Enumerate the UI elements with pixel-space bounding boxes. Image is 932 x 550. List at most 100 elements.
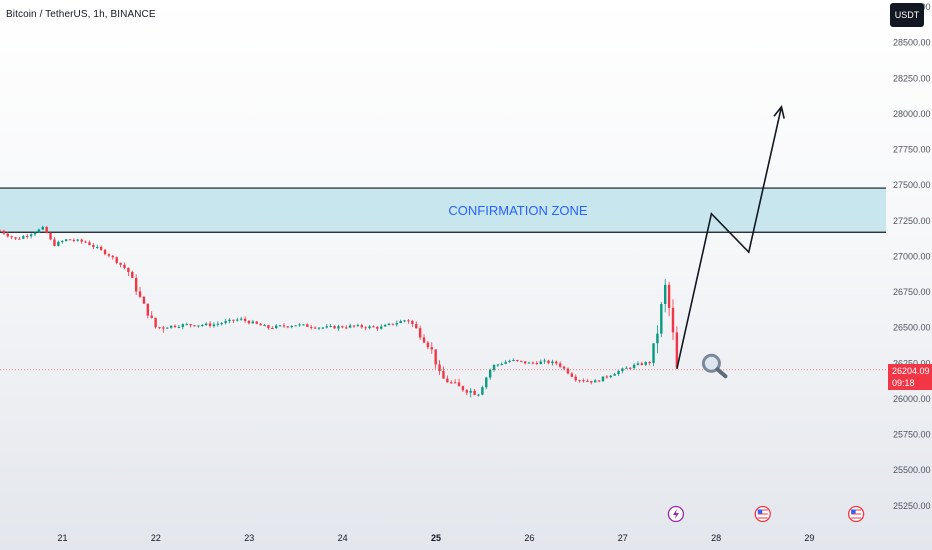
candle-body (131, 271, 134, 278)
candle-body (189, 324, 192, 326)
magnifier-lens (701, 353, 721, 373)
candle-body (158, 327, 161, 329)
candle-body (345, 327, 348, 329)
candle-body (84, 241, 87, 243)
currency-button[interactable]: USDT (890, 3, 924, 27)
candle-body (236, 319, 239, 321)
candle-body (313, 327, 317, 329)
projection-path[interactable] (676, 106, 783, 370)
last-price-tag: 26204.09 09:18 (888, 364, 932, 390)
candle-body (555, 361, 558, 364)
candle-body (88, 242, 91, 245)
candle-body (485, 377, 488, 388)
candle-body (613, 374, 616, 376)
candle-body (49, 232, 52, 240)
candle-body (310, 326, 313, 328)
candle-body (422, 337, 426, 343)
candle-body (590, 381, 593, 383)
lightning-icon[interactable] (667, 505, 685, 523)
last-price-value: 26204.09 (892, 366, 930, 376)
candle-body (251, 321, 255, 324)
candle-body (477, 394, 480, 396)
candle-body (111, 255, 115, 258)
date-tick-label: 27 (618, 533, 628, 543)
price-tick-label: 28250.00 (893, 73, 931, 83)
confirmation-zone: CONFIRMATION ZONE (0, 187, 886, 233)
candle-body (243, 318, 247, 321)
candle-body (255, 321, 258, 324)
candle-body (640, 363, 644, 365)
candle-body (341, 326, 344, 328)
candle-body (352, 325, 356, 327)
date-tick-label: 22 (151, 533, 161, 543)
candle-body (212, 324, 216, 327)
candle-body (667, 284, 671, 308)
candle-body (107, 254, 111, 256)
lightning-bolt (672, 509, 679, 519)
candle-body (628, 367, 632, 369)
candle-body (368, 326, 371, 329)
candle-body (582, 380, 585, 382)
candle-body (6, 233, 9, 237)
candle-body (14, 237, 17, 239)
candle-body (383, 324, 387, 327)
candle-body (37, 229, 41, 233)
price-axis[interactable]: 25250.00 25500.00 25750.00 26000.00 26250.00… (893, 2, 931, 511)
candle-body (621, 368, 624, 372)
zone-label: CONFIRMATION ZONE (448, 203, 587, 218)
candle-body (372, 326, 375, 328)
candle-body (636, 363, 640, 365)
date-tick-label: 26 (524, 533, 534, 543)
candle-body (348, 325, 352, 328)
candle-body (535, 362, 539, 365)
candle-body (96, 246, 99, 248)
date-tick-label: 23 (244, 533, 254, 543)
candle-body (473, 390, 476, 395)
candle-body (500, 363, 504, 365)
price-tick-label: 25750.00 (893, 430, 931, 440)
flag-stripe (851, 509, 862, 511)
event-markers (667, 505, 865, 523)
date-tick-label: 28 (711, 533, 721, 543)
candle-body (671, 307, 675, 333)
price-tick-label: 25250.00 (893, 501, 931, 511)
time-axis[interactable]: 21 22 23 24 25 26 27 28 29 (58, 533, 815, 543)
candle-body (127, 267, 130, 272)
candle-body (469, 390, 472, 393)
candle-body (656, 333, 659, 344)
candle-body (72, 239, 76, 241)
projection-arrow-head (773, 105, 785, 119)
candle-body (26, 236, 29, 238)
price-tick-label: 26500.00 (893, 323, 931, 333)
candle-body (438, 364, 441, 372)
candle-body (356, 325, 360, 327)
candle-body (337, 326, 340, 329)
candle-body (574, 376, 577, 381)
candle-body (488, 369, 492, 378)
price-tick-label: 27500.00 (893, 180, 931, 190)
candle-body (644, 362, 647, 365)
candle-body (605, 376, 609, 378)
candle-body (278, 325, 282, 327)
candle-body (551, 361, 554, 364)
candle-body (407, 320, 410, 322)
candle-body (543, 360, 546, 362)
candle-body (239, 318, 243, 320)
magnifier-icon (701, 353, 728, 379)
us-flag-icon[interactable] (754, 505, 771, 523)
candle-body (119, 262, 122, 265)
candle-body (33, 232, 37, 235)
candle-body (566, 368, 570, 374)
candle-body (360, 325, 363, 328)
candle-body (434, 349, 437, 365)
candle-body (609, 375, 612, 378)
us-flag-icon[interactable] (847, 505, 865, 523)
candle-body (10, 236, 13, 238)
date-tick-label: 24 (338, 533, 348, 543)
price-tick-label: 26750.00 (893, 287, 931, 297)
date-tick-label: 21 (58, 533, 68, 543)
candle-body (0, 230, 2, 232)
symbol-title[interactable]: Bitcoin / TetherUS, 1h, BINANCE (6, 9, 156, 20)
candle-body (465, 390, 469, 393)
